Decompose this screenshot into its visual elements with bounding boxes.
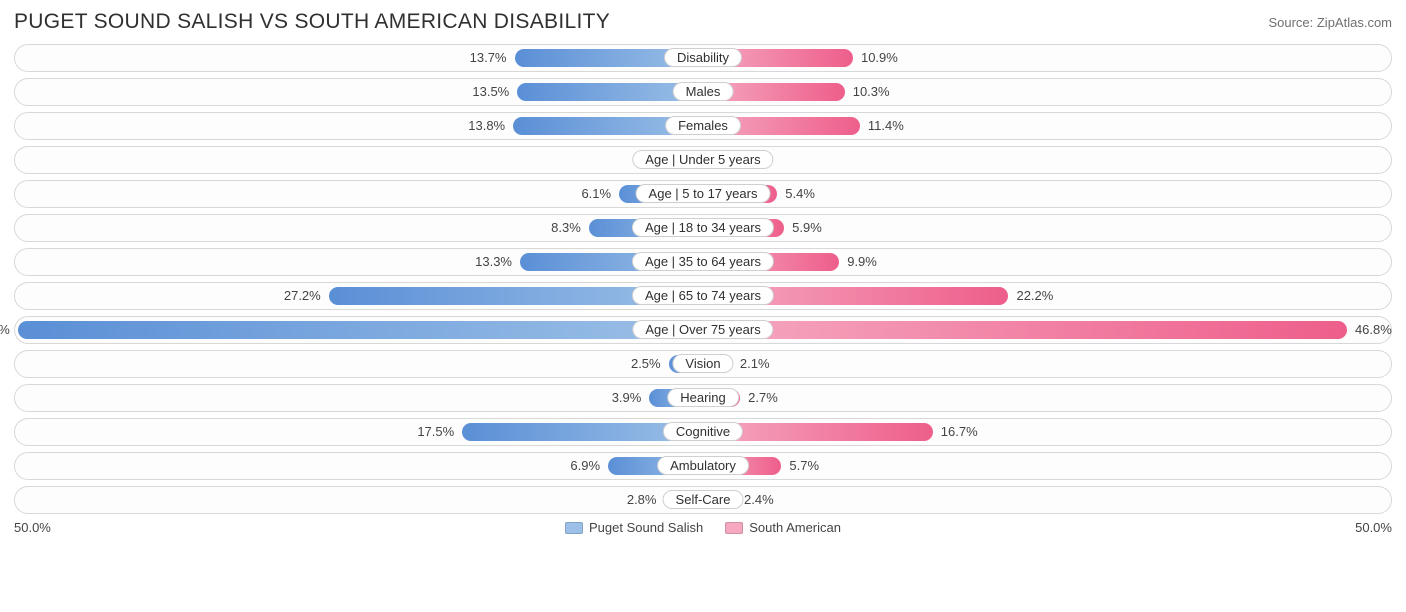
chart-row: 2.8% 2.4%Self-Care	[14, 486, 1392, 514]
category-label: Age | Under 5 years	[632, 150, 773, 169]
category-label: Age | 5 to 17 years	[636, 184, 771, 203]
chart-row-inner: 27.2% 22.2% Age | 65 to 74 years	[15, 283, 1391, 309]
chart-row-inner: 2.8% 2.4%Self-Care	[15, 487, 1391, 513]
value-label-right: 5.4%	[785, 186, 815, 201]
chart-row: 13.7% 10.9% Disability	[14, 44, 1392, 72]
legend-swatch-right	[725, 522, 743, 534]
chart-row: 17.5% 16.7% Cognitive	[14, 418, 1392, 446]
chart-row: 49.8%46.8%Age | Over 75 years	[14, 316, 1392, 344]
value-label-right: 9.9%	[847, 254, 877, 269]
value-label-right: 5.9%	[792, 220, 822, 235]
value-label-left: 3.9%	[612, 390, 642, 405]
value-label-right: 2.4%	[744, 492, 774, 507]
category-label: Cognitive	[663, 422, 743, 441]
chart-row: 0.97%1.2%Age | Under 5 years	[14, 146, 1392, 174]
legend-label-right: South American	[749, 520, 841, 535]
category-label: Age | 18 to 34 years	[632, 218, 774, 237]
chart-title: PUGET SOUND SALISH VS SOUTH AMERICAN DIS…	[14, 10, 610, 34]
legend-item-left: Puget Sound Salish	[565, 520, 703, 535]
legend-swatch-left	[565, 522, 583, 534]
chart-row-inner: 13.7% 10.9% Disability	[15, 45, 1391, 71]
value-label-left: 6.9%	[570, 458, 600, 473]
chart-row-inner: 17.5% 16.7% Cognitive	[15, 419, 1391, 445]
legend-label-left: Puget Sound Salish	[589, 520, 703, 535]
chart-row: 3.9% 2.7% Hearing	[14, 384, 1392, 412]
value-label-left: 13.7%	[470, 50, 507, 65]
axis-right-max: 50.0%	[1355, 520, 1392, 535]
value-label-right: 22.2%	[1016, 288, 1053, 303]
value-label-left: 49.8%	[0, 322, 10, 337]
category-label: Age | Over 75 years	[632, 320, 773, 339]
chart-footer: 50.0% Puget Sound Salish South American …	[14, 520, 1392, 535]
chart-row: 13.8% 11.4% Females	[14, 112, 1392, 140]
chart-row-inner: 2.5% 2.1% Vision	[15, 351, 1391, 377]
legend-item-right: South American	[725, 520, 841, 535]
chart-row: 13.3% 9.9% Age | 35 to 64 years	[14, 248, 1392, 276]
chart-source: Source: ZipAtlas.com	[1268, 15, 1392, 30]
category-label: Males	[673, 82, 734, 101]
value-label-left: 13.5%	[472, 84, 509, 99]
chart-row: 6.9% 5.7% Ambulatory	[14, 452, 1392, 480]
category-label: Ambulatory	[657, 456, 749, 475]
value-label-left: 13.3%	[475, 254, 512, 269]
chart-row: 27.2% 22.2% Age | 65 to 74 years	[14, 282, 1392, 310]
category-label: Disability	[664, 48, 742, 67]
chart-row-inner: 13.3% 9.9% Age | 35 to 64 years	[15, 249, 1391, 275]
category-label: Age | 65 to 74 years	[632, 286, 774, 305]
value-label-left: 13.8%	[468, 118, 505, 133]
chart-row-inner: 13.5% 10.3% Males	[15, 79, 1391, 105]
category-label: Hearing	[667, 388, 739, 407]
category-label: Vision	[672, 354, 733, 373]
category-label: Females	[665, 116, 741, 135]
bar-right	[703, 321, 1347, 339]
chart-row-inner: 13.8% 11.4% Females	[15, 113, 1391, 139]
chart-row-inner: 6.1% 5.4% Age | 5 to 17 years	[15, 181, 1391, 207]
chart-row: 13.5% 10.3% Males	[14, 78, 1392, 106]
chart-row: 8.3% 5.9% Age | 18 to 34 years	[14, 214, 1392, 242]
value-label-left: 2.5%	[631, 356, 661, 371]
bar-left	[18, 321, 703, 339]
chart-row-inner: 49.8%46.8%Age | Over 75 years	[15, 317, 1391, 343]
value-label-left: 27.2%	[284, 288, 321, 303]
value-label-right: 46.8%	[1355, 322, 1392, 337]
chart-container: PUGET SOUND SALISH VS SOUTH AMERICAN DIS…	[0, 0, 1406, 543]
value-label-left: 8.3%	[551, 220, 581, 235]
value-label-right: 16.7%	[941, 424, 978, 439]
axis-left-max: 50.0%	[14, 520, 51, 535]
value-label-right: 5.7%	[789, 458, 819, 473]
chart-row-inner: 8.3% 5.9% Age | 18 to 34 years	[15, 215, 1391, 241]
chart-row: 6.1% 5.4% Age | 5 to 17 years	[14, 180, 1392, 208]
value-label-left: 2.8%	[627, 492, 657, 507]
chart-row-inner: 6.9% 5.7% Ambulatory	[15, 453, 1391, 479]
value-label-right: 2.7%	[748, 390, 778, 405]
chart-row-inner: 0.97%1.2%Age | Under 5 years	[15, 147, 1391, 173]
chart-rows: 13.7% 10.9% Disability 13.5% 10.3% Males 13.8%…	[14, 44, 1392, 514]
category-label: Self-Care	[663, 490, 744, 509]
value-label-left: 17.5%	[417, 424, 454, 439]
chart-row: 2.5% 2.1% Vision	[14, 350, 1392, 378]
value-label-right: 10.3%	[853, 84, 890, 99]
value-label-left: 6.1%	[581, 186, 611, 201]
value-label-right: 10.9%	[861, 50, 898, 65]
value-label-right: 2.1%	[740, 356, 770, 371]
chart-row-inner: 3.9% 2.7% Hearing	[15, 385, 1391, 411]
value-label-right: 11.4%	[868, 118, 904, 133]
legend: Puget Sound Salish South American	[565, 520, 841, 535]
chart-header: PUGET SOUND SALISH VS SOUTH AMERICAN DIS…	[14, 10, 1392, 34]
category-label: Age | 35 to 64 years	[632, 252, 774, 271]
